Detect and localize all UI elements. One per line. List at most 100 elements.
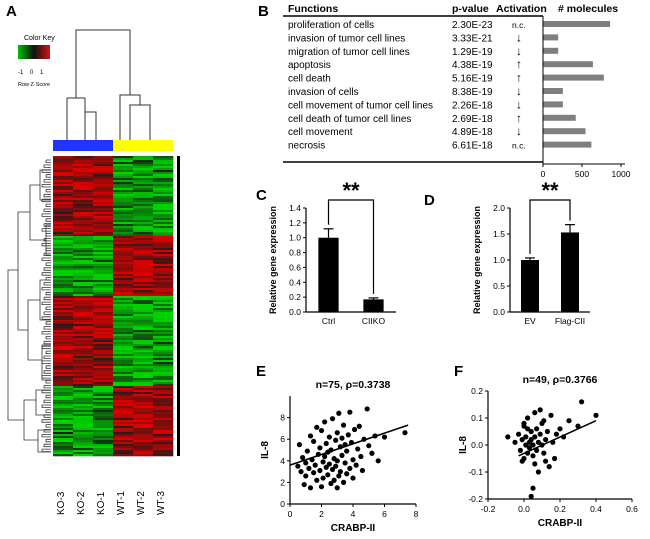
heatmap-cell bbox=[73, 380, 94, 383]
heatmap-cell bbox=[133, 418, 154, 421]
heatmap-cell bbox=[53, 344, 74, 347]
heatmap-cell bbox=[53, 406, 74, 409]
heatmap-cell bbox=[73, 446, 94, 449]
heatmap-cell bbox=[73, 276, 94, 279]
heatmap-cell bbox=[113, 288, 134, 291]
heatmap-cell bbox=[133, 406, 154, 409]
row-dendrogram-leaf bbox=[43, 296, 51, 301]
heatmap-cell bbox=[153, 434, 174, 437]
heatmap-cell bbox=[93, 346, 114, 349]
heatmap-cell bbox=[153, 340, 174, 343]
heatmap-cell bbox=[133, 232, 154, 235]
heatmap-cell bbox=[93, 218, 114, 221]
row-dendrogram-leaf bbox=[43, 164, 51, 168]
scatter-point bbox=[512, 439, 518, 445]
heatmap-cell bbox=[153, 244, 174, 247]
heatmap-cell bbox=[73, 308, 94, 311]
heatmap-cell bbox=[73, 286, 94, 289]
scatter-point bbox=[375, 458, 381, 464]
heatmap-cell bbox=[53, 244, 74, 247]
heatmap-cell bbox=[153, 324, 174, 327]
heatmap-cell bbox=[93, 302, 114, 305]
heatmap-cell bbox=[73, 402, 94, 405]
heatmap-cell bbox=[133, 430, 154, 433]
heatmap-cell bbox=[73, 336, 94, 339]
scatter-point bbox=[530, 485, 536, 491]
heatmap-cell bbox=[113, 438, 134, 441]
heatmap-cell bbox=[93, 238, 114, 241]
scatter-point bbox=[548, 412, 554, 418]
heatmap-cell bbox=[113, 356, 134, 359]
significance-bracket bbox=[529, 199, 571, 254]
heatmap-cell bbox=[73, 384, 94, 387]
heatmap-cell bbox=[153, 392, 174, 395]
significance-stars: ** bbox=[541, 178, 559, 203]
heatmap-cell bbox=[53, 282, 74, 285]
heatmap-cell bbox=[153, 184, 174, 187]
heatmap-cell bbox=[53, 276, 74, 279]
heatmap-cell bbox=[93, 250, 114, 253]
heatmap-cell bbox=[153, 342, 174, 345]
heatmap-cell bbox=[153, 368, 174, 371]
heatmap-cell bbox=[53, 210, 74, 213]
heatmap-cell bbox=[93, 368, 114, 371]
heatmap-cell bbox=[133, 346, 154, 349]
heatmap-cell bbox=[73, 208, 94, 211]
heatmap-cell bbox=[113, 206, 134, 209]
y-tick-label: 0.8 bbox=[289, 248, 301, 258]
row-dendrogram-leaf bbox=[41, 404, 51, 408]
heatmap-cell bbox=[153, 228, 174, 231]
scatter-point bbox=[317, 445, 323, 451]
bar bbox=[363, 299, 384, 312]
heatmap-cell bbox=[113, 414, 134, 417]
heatmap-cell bbox=[53, 362, 74, 365]
heatmap-cell bbox=[53, 340, 74, 343]
molecule-bar bbox=[543, 128, 586, 135]
heatmap-cell bbox=[133, 196, 154, 199]
scatter-point bbox=[557, 426, 563, 432]
heatmap-cell bbox=[153, 188, 174, 191]
heatmap-cell bbox=[153, 260, 174, 263]
heatmap-cell bbox=[73, 186, 94, 189]
panel-f-label: F bbox=[454, 363, 463, 380]
heatmap-cell bbox=[133, 322, 154, 325]
heatmap-cell bbox=[73, 338, 94, 341]
heatmap-cell bbox=[93, 282, 114, 285]
heatmap-cell bbox=[53, 332, 74, 335]
heatmap-cell bbox=[133, 390, 154, 393]
heatmap-cell bbox=[73, 418, 94, 421]
y-axis-label: Relative gene expression bbox=[472, 206, 482, 314]
heatmap-cell bbox=[113, 380, 134, 383]
heatmap-cell bbox=[153, 388, 174, 391]
heatmap-cell bbox=[73, 422, 94, 425]
heatmap-cell bbox=[73, 320, 94, 323]
header-functions: Functions bbox=[288, 3, 338, 15]
heatmap-cell bbox=[93, 292, 114, 295]
heatmap-cell bbox=[113, 272, 134, 275]
heatmap-cell bbox=[133, 260, 154, 263]
heatmap-cell bbox=[113, 210, 134, 213]
function-name: apoptosis bbox=[288, 60, 331, 71]
heatmap-cell bbox=[53, 280, 74, 283]
heatmap-cell bbox=[133, 168, 154, 171]
heatmap-cell bbox=[73, 280, 94, 283]
heatmap-cell bbox=[53, 306, 74, 309]
heatmap-cell bbox=[153, 234, 174, 237]
heatmap-cell bbox=[73, 246, 94, 249]
function-name: invasion of tumor cell lines bbox=[288, 33, 405, 44]
heatmap-cell bbox=[93, 440, 114, 443]
heatmap-cell bbox=[133, 436, 154, 439]
scatter-point bbox=[345, 432, 351, 438]
scatter-point bbox=[334, 458, 340, 464]
color-key-caption: Row Z-Score bbox=[18, 82, 50, 88]
scatter-point bbox=[366, 443, 372, 449]
heatmap-cell bbox=[53, 450, 74, 453]
molecule-tick-label: 500 bbox=[575, 169, 589, 179]
heatmap-cell bbox=[133, 162, 154, 165]
heatmap-cell bbox=[153, 308, 174, 311]
heatmap-cell bbox=[113, 430, 134, 433]
heatmap-cell bbox=[53, 408, 74, 411]
scatter-point bbox=[593, 412, 599, 418]
heatmap-cell bbox=[133, 304, 154, 307]
heatmap-cell bbox=[53, 452, 74, 455]
